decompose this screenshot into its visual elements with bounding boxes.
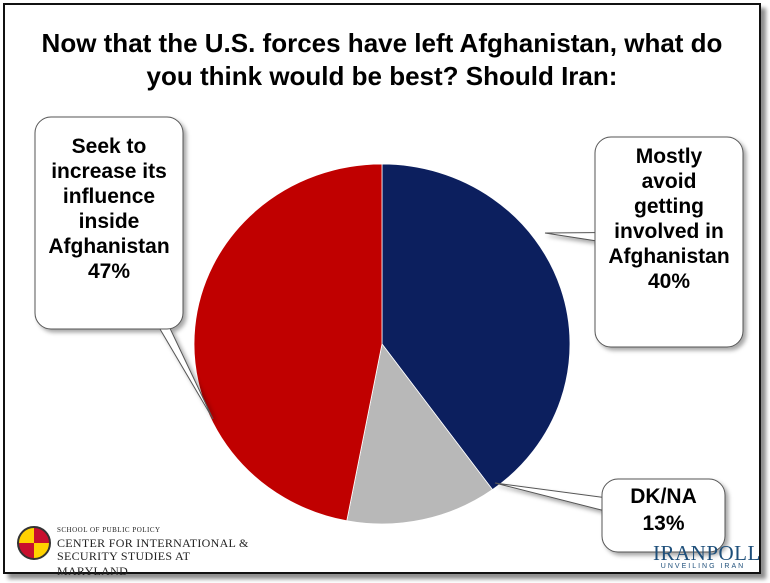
- iranpoll-logo: IRANPOLL UNVEILING IRAN: [653, 541, 761, 573]
- chart-title-line-2: you think would be best? Should Iran:: [146, 61, 618, 91]
- logo-line-2: SECURITY STUDIES AT MARYLAND: [57, 549, 191, 578]
- slice-label-2-line-3: inside: [79, 210, 140, 233]
- pie-slice-1: [346, 343, 494, 525]
- cissm-logo: SCHOOL OF PUBLIC POLICY CENTER FOR INTER…: [17, 524, 257, 578]
- slice-label-2-line-0: Seek to: [72, 135, 147, 158]
- slice-label-2-line-2: influence: [63, 185, 155, 208]
- umd-seal-icon: [17, 526, 51, 560]
- data-label-2: 47%: [88, 260, 130, 283]
- chart-title: Now that the U.S. forces have left Afgha…: [5, 27, 759, 93]
- slice-label-0-line-4: Afghanistan: [608, 245, 729, 268]
- slice-label-2-line-4: Afghanistan: [48, 235, 169, 258]
- iranpoll-name: IRANPOLL: [653, 541, 761, 565]
- iranpoll-tagline: UNVEILING IRAN: [660, 563, 746, 570]
- logo-line-1: CENTER FOR INTERNATIONAL &: [57, 536, 249, 550]
- logo-school-text: SCHOOL OF PUBLIC POLICY: [57, 526, 161, 534]
- chart-title-line-1: Now that the U.S. forces have left Afgha…: [41, 28, 723, 58]
- pie-slices: [193, 163, 571, 525]
- slice-label-0-line-2: getting: [634, 195, 704, 218]
- callout-fill-1: [603, 480, 724, 551]
- slice-label-1-line-0: DK/NA: [630, 485, 697, 508]
- pie-slice-0: [381, 163, 571, 491]
- pie-slice-2: [193, 163, 383, 522]
- data-label-0: 40%: [648, 270, 690, 293]
- slide-frame: Now that the U.S. forces have left Afgha…: [3, 3, 761, 578]
- slice-label-0-line-1: avoid: [642, 170, 697, 193]
- slice-label-2-line-1: increase its: [51, 160, 167, 183]
- callout-fill-0: [596, 138, 742, 346]
- slice-label-0-line-0: Mostly: [636, 145, 703, 168]
- data-label-1: 13%: [642, 512, 684, 535]
- slice-label-0-line-3: involved in: [614, 220, 724, 243]
- callout-fill-2: [36, 118, 182, 328]
